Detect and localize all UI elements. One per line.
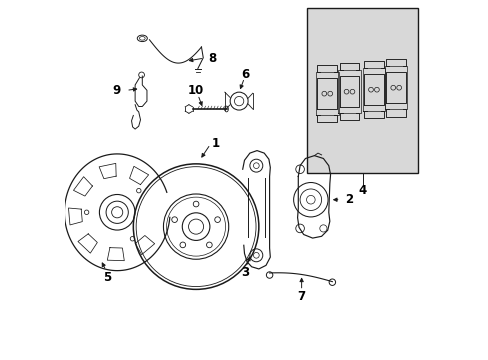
Bar (306, 8, 418, 173)
Text: 3: 3 (241, 266, 249, 279)
Text: 1: 1 (211, 137, 220, 150)
Text: 8: 8 (208, 51, 217, 64)
Text: 9: 9 (112, 84, 121, 97)
Text: 6: 6 (241, 68, 249, 81)
Text: 4: 4 (358, 184, 366, 197)
Text: 7: 7 (297, 289, 305, 302)
Text: 5: 5 (103, 271, 111, 284)
Text: 2: 2 (344, 193, 352, 206)
Text: 10: 10 (187, 84, 203, 97)
